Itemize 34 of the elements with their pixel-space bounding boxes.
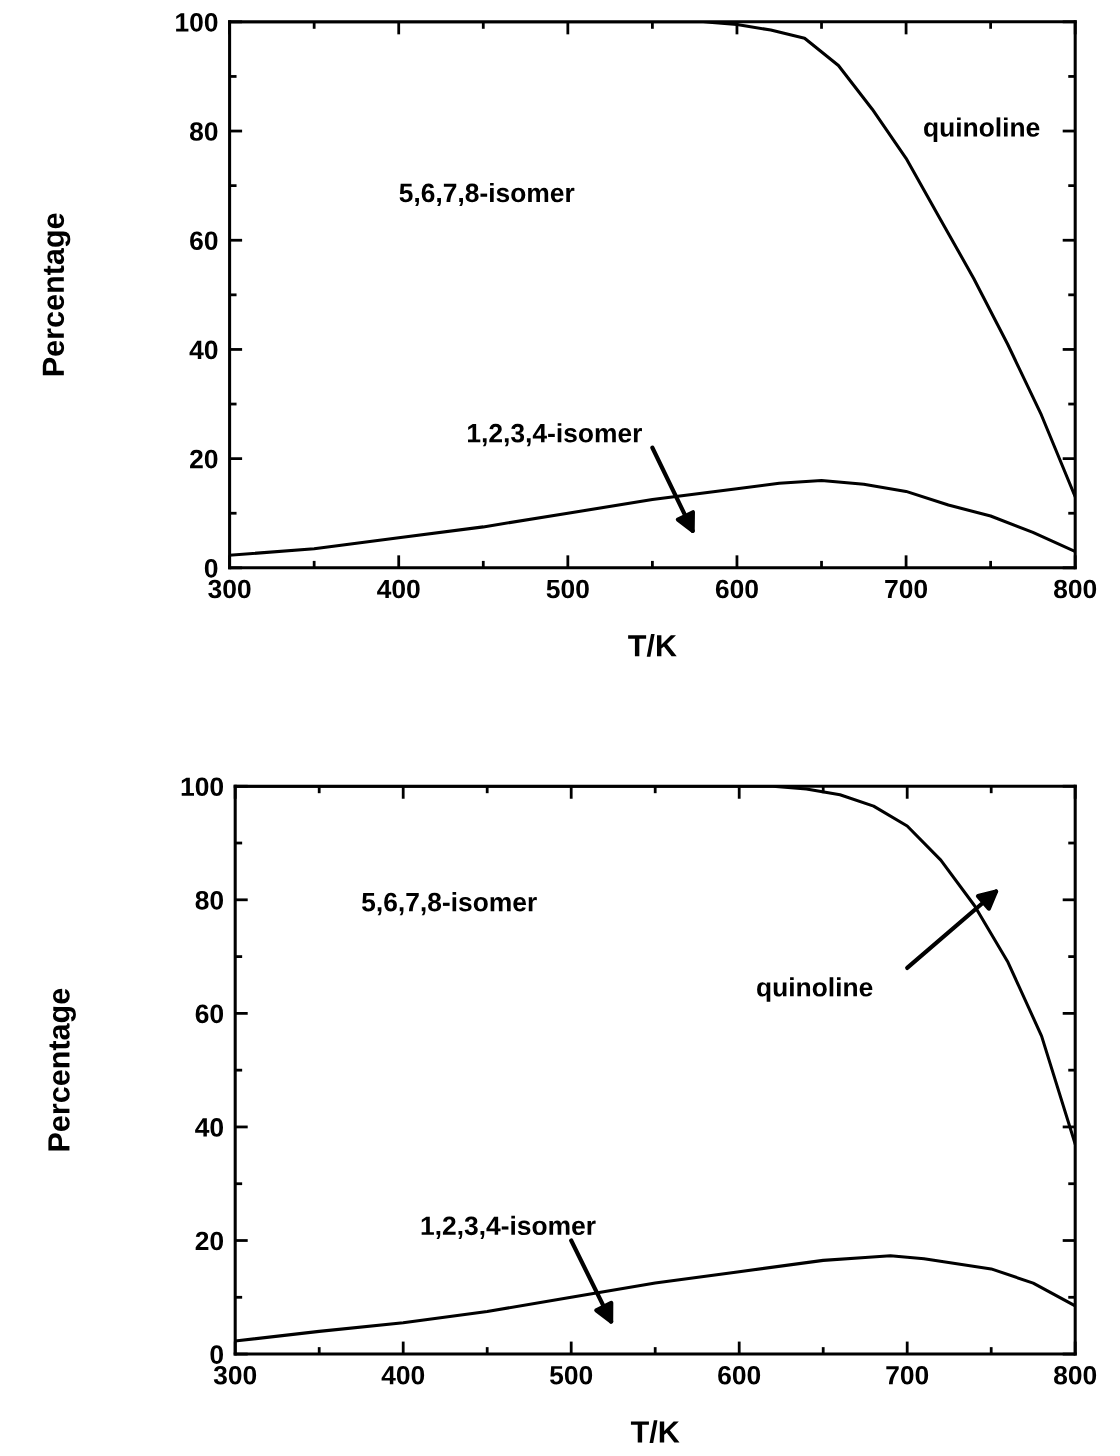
x-tick-label: 400 [381,1365,425,1385]
x-tick-label: 400 [377,579,420,599]
y-tick-label: 0 [210,1345,224,1364]
x-tick-label: 700 [886,1365,929,1385]
x-tick-label: 500 [550,1365,593,1385]
y-tick-label: 20 [195,1231,224,1251]
y-tick-label: 80 [189,122,218,141]
y-tick-label: 40 [189,340,218,360]
x-tick-label: 300 [213,1365,257,1385]
y-tick-label: 100 [181,777,224,797]
x-tick-label: 800 [1054,579,1097,599]
annotation: 5,6,7,8-isomer [399,182,575,207]
y-tick-label: 80 [195,890,224,910]
annotation: quinoline [924,117,1040,142]
y-tick-label: 0 [204,558,218,578]
y-tick-label: 100 [176,12,218,32]
y-tick-label: 60 [195,1004,224,1024]
x-tick-label: 300 [208,579,251,599]
annotation: 1,2,3,4-isomer [421,1215,596,1239]
y-axis-title: Percentage [48,988,76,1151]
x-tick-label: 600 [718,1365,761,1385]
y-tick-label: 60 [190,231,218,251]
y-tick-label: 40 [195,1118,224,1137]
x-tick-label: 600 [715,579,758,599]
y-axis-title: Percentage [42,213,71,376]
x-axis-title: T/K [628,634,677,657]
annotation: 5,6,7,8-isomer [362,892,537,916]
x-tick-label: 800 [1054,1365,1097,1385]
y-tick-label: 20 [190,449,218,469]
annotation: 1,2,3,4-isomer [468,423,642,447]
x-axis-title: T/K [630,1420,680,1444]
x-tick-label: 500 [546,579,589,599]
annotation: quinoline [757,977,873,1002]
x-tick-label: 700 [885,579,928,599]
